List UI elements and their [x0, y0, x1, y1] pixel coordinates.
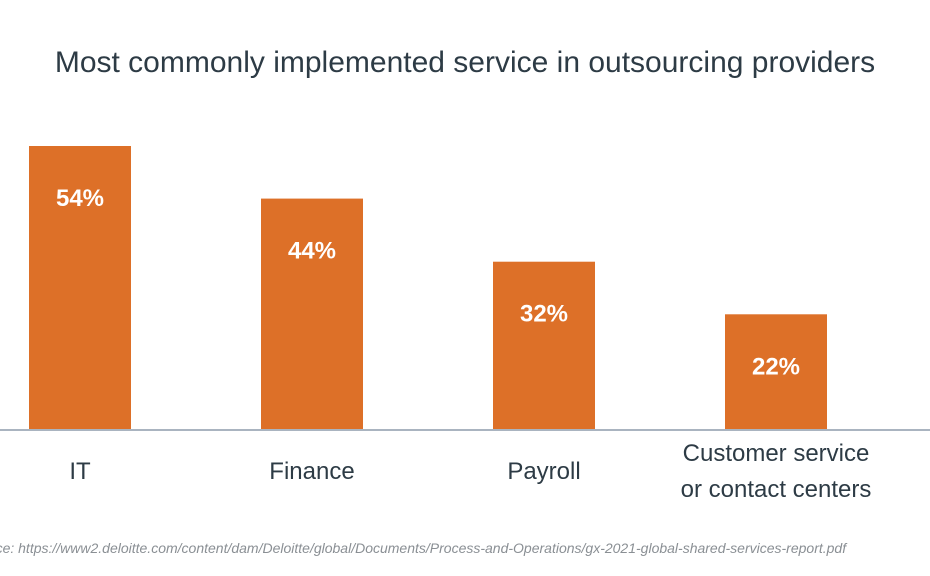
data-label-0: 54%: [56, 185, 104, 212]
category-labels-group: IT Finance Payroll Customer service or conta…: [69, 440, 871, 503]
bars-group: 54% 44% 32% 22%: [29, 146, 827, 430]
bar-1: [261, 198, 363, 430]
category-label-line: or contact centers: [681, 476, 872, 503]
category-label-1: Finance: [269, 458, 354, 485]
category-label-2: Payroll: [507, 458, 580, 485]
category-label-line: IT: [69, 458, 91, 485]
bar-2: [493, 261, 595, 430]
bar-3: [725, 314, 827, 430]
category-label-line: Finance: [269, 458, 354, 485]
category-label-line: Payroll: [507, 458, 580, 485]
category-label-0: IT: [69, 458, 91, 485]
chart-title: Most commonly implemented service in out…: [55, 46, 875, 79]
category-label-3: Customer service or contact centers: [681, 440, 872, 503]
bar-0: [29, 146, 131, 430]
source-note: Source: https://www2.deloitte.com/conten…: [0, 540, 848, 556]
data-label-2: 32%: [520, 301, 568, 328]
category-label-line: Customer service: [683, 440, 870, 467]
data-label-1: 44%: [288, 238, 336, 265]
data-label-3: 22%: [752, 353, 800, 380]
